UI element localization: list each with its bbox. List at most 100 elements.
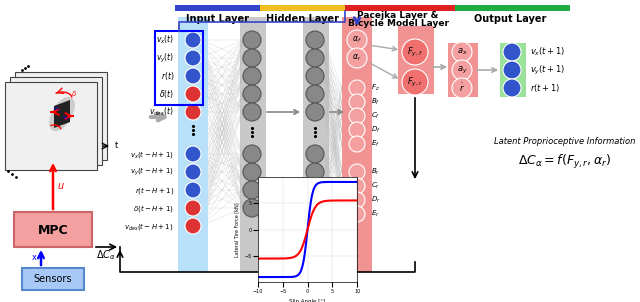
Circle shape <box>306 67 324 85</box>
Circle shape <box>349 164 365 180</box>
Bar <box>303 17 329 272</box>
Text: $D_r$: $D_r$ <box>371 195 381 205</box>
Text: $v_y(t+1)$: $v_y(t+1)$ <box>530 63 565 76</box>
Text: $\Delta C_{\alpha}$: $\Delta C_{\alpha}$ <box>96 248 116 262</box>
Circle shape <box>243 31 261 49</box>
Circle shape <box>402 39 428 65</box>
Circle shape <box>349 94 365 110</box>
Text: $D_f$: $D_f$ <box>371 125 381 135</box>
Circle shape <box>349 80 365 96</box>
Text: $\delta(t)$: $\delta(t)$ <box>159 88 174 100</box>
Text: $r(t)$: $r(t)$ <box>161 70 174 82</box>
Circle shape <box>306 163 324 181</box>
X-axis label: Slip Angle [°]: Slip Angle [°] <box>289 299 326 302</box>
Text: $r(t-H+1)$: $r(t-H+1)$ <box>134 185 174 195</box>
Text: $B_f$: $B_f$ <box>371 97 380 107</box>
Circle shape <box>306 181 324 199</box>
Circle shape <box>185 146 201 162</box>
Circle shape <box>347 30 367 50</box>
Text: u: u <box>57 181 63 191</box>
Bar <box>455 5 570 11</box>
Text: $v_{des}(t)$: $v_{des}(t)$ <box>150 106 174 118</box>
Text: $v_x(t-H+1)$: $v_x(t-H+1)$ <box>130 149 174 159</box>
Text: $v_x(t)$: $v_x(t)$ <box>156 34 174 46</box>
Bar <box>175 5 260 11</box>
Circle shape <box>503 61 521 79</box>
Text: $\Delta C_{\alpha} = f(F_{y,r}, \alpha_r)$: $\Delta C_{\alpha} = f(F_{y,r}, \alpha_r… <box>518 153 612 171</box>
Bar <box>260 5 345 11</box>
Circle shape <box>185 104 201 120</box>
Bar <box>178 17 208 272</box>
Circle shape <box>349 206 365 222</box>
Circle shape <box>349 192 365 208</box>
Text: $v_y(t-H+1)$: $v_y(t-H+1)$ <box>130 166 174 178</box>
Bar <box>10 77 102 165</box>
Circle shape <box>185 218 201 234</box>
Circle shape <box>243 49 261 67</box>
Text: $\delta$: $\delta$ <box>71 88 77 98</box>
Text: $v_x(t+1)$: $v_x(t+1)$ <box>530 46 565 58</box>
Bar <box>342 17 372 272</box>
Circle shape <box>243 67 261 85</box>
Bar <box>500 43 526 97</box>
Circle shape <box>306 85 324 103</box>
Circle shape <box>306 199 324 217</box>
Circle shape <box>185 200 201 216</box>
Text: $a_x$: $a_x$ <box>457 47 467 57</box>
Circle shape <box>347 48 367 68</box>
Circle shape <box>185 86 201 102</box>
Bar <box>448 43 478 97</box>
Text: $B_r$: $B_r$ <box>371 167 380 177</box>
Text: Input Layer: Input Layer <box>186 14 248 24</box>
Bar <box>345 5 455 11</box>
Text: Output Layer: Output Layer <box>474 14 546 24</box>
Text: $\delta(t-H+1)$: $\delta(t-H+1)$ <box>133 203 174 214</box>
Text: $v_{des}(t-H+1)$: $v_{des}(t-H+1)$ <box>124 220 174 232</box>
Text: $E_f$: $E_f$ <box>371 139 380 149</box>
Text: $E_r$: $E_r$ <box>371 209 380 219</box>
Circle shape <box>452 78 472 98</box>
Bar <box>240 17 266 272</box>
Circle shape <box>243 145 261 163</box>
Text: t: t <box>115 142 118 150</box>
Bar <box>22 268 84 290</box>
Circle shape <box>306 49 324 67</box>
Circle shape <box>349 122 365 138</box>
Text: $F_z$: $F_z$ <box>371 83 380 93</box>
Text: x: x <box>31 253 36 262</box>
Text: $\dot{r}$: $\dot{r}$ <box>459 82 465 95</box>
Circle shape <box>185 182 201 198</box>
Text: Latent Proprioceptive Information: Latent Proprioceptive Information <box>494 137 636 146</box>
Circle shape <box>243 163 261 181</box>
Text: $\alpha_r$: $\alpha_r$ <box>352 53 362 63</box>
Text: MPC: MPC <box>38 223 68 236</box>
Circle shape <box>243 181 261 199</box>
Text: $F_{y,r}$: $F_{y,r}$ <box>407 76 423 88</box>
Circle shape <box>503 43 521 61</box>
Bar <box>14 212 92 247</box>
Text: $\alpha_f$: $\alpha_f$ <box>352 35 362 45</box>
Text: $F_{y,f}$: $F_{y,f}$ <box>407 45 423 59</box>
Circle shape <box>349 178 365 194</box>
Text: $C_r$: $C_r$ <box>371 181 380 191</box>
Circle shape <box>452 60 472 80</box>
Circle shape <box>349 108 365 124</box>
Circle shape <box>306 103 324 121</box>
Text: $v_y(t)$: $v_y(t)$ <box>156 51 174 65</box>
Text: Sensors: Sensors <box>34 274 72 284</box>
Circle shape <box>243 199 261 217</box>
Polygon shape <box>54 100 70 128</box>
Circle shape <box>306 145 324 163</box>
Text: Bicycle Model Layer: Bicycle Model Layer <box>348 18 449 27</box>
Circle shape <box>306 31 324 49</box>
Text: $v_x$: $v_x$ <box>53 105 61 113</box>
Circle shape <box>402 69 428 95</box>
Text: $a_y$: $a_y$ <box>457 64 467 76</box>
Bar <box>398 26 434 94</box>
Circle shape <box>349 136 365 152</box>
Circle shape <box>185 50 201 66</box>
Circle shape <box>243 103 261 121</box>
Y-axis label: Lateral Tire Force [kN]: Lateral Tire Force [kN] <box>234 202 239 257</box>
Text: $v_y$: $v_y$ <box>62 114 70 124</box>
Circle shape <box>185 32 201 48</box>
